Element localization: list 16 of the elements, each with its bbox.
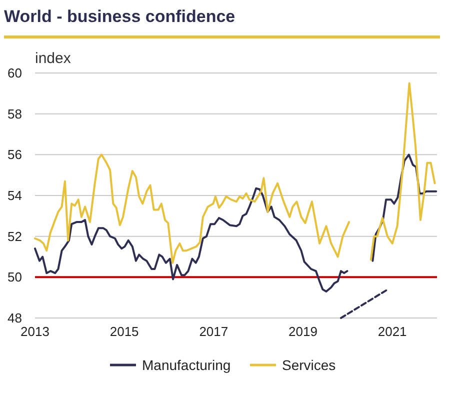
x-tick-label: 2019 [288,324,318,339]
x-tick-label: 2017 [199,324,228,339]
y-tick-label: 54 [8,188,22,204]
x-tick-label: 2013 [20,324,50,339]
x-tick-label: 2021 [378,324,407,339]
y-tick-label: 56 [8,147,22,162]
y-axis-title: index [35,50,72,67]
y-tick-label: 52 [8,228,22,244]
x-tick-label: 2015 [110,324,139,339]
chart-title: World - business confidence [4,7,236,26]
legend-label: Manufacturing [142,356,231,373]
y-tick-label: 50 [8,270,22,285]
y-tick-label: 48 [8,310,22,326]
y-tick-label: 60 [8,66,22,81]
legend-label: Services [282,356,336,373]
y-tick-label: 58 [8,106,22,122]
